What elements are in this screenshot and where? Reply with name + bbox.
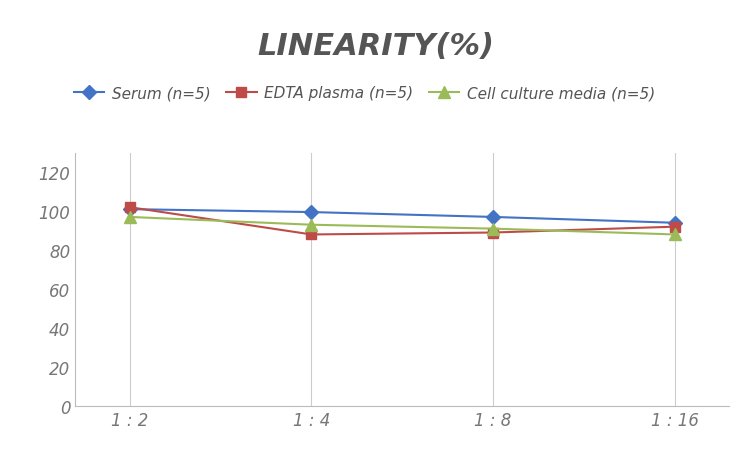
Serum (n=5) [489, 215, 498, 220]
Text: LINEARITY(%): LINEARITY(%) [257, 32, 495, 60]
Line: Serum (n=5): Serum (n=5) [125, 205, 680, 228]
EDTA plasma (n=5) [125, 205, 134, 211]
Legend: Serum (n=5), EDTA plasma (n=5), Cell culture media (n=5): Serum (n=5), EDTA plasma (n=5), Cell cul… [68, 80, 661, 107]
Cell culture media (n=5) [671, 232, 680, 238]
Serum (n=5) [671, 221, 680, 226]
Cell culture media (n=5) [489, 226, 498, 232]
EDTA plasma (n=5) [671, 225, 680, 230]
Cell culture media (n=5) [125, 215, 134, 220]
Line: Cell culture media (n=5): Cell culture media (n=5) [124, 212, 681, 240]
Line: EDTA plasma (n=5): EDTA plasma (n=5) [125, 203, 680, 240]
Cell culture media (n=5) [307, 222, 316, 228]
Serum (n=5) [125, 207, 134, 212]
EDTA plasma (n=5) [489, 230, 498, 236]
EDTA plasma (n=5) [307, 232, 316, 238]
Serum (n=5) [307, 210, 316, 215]
